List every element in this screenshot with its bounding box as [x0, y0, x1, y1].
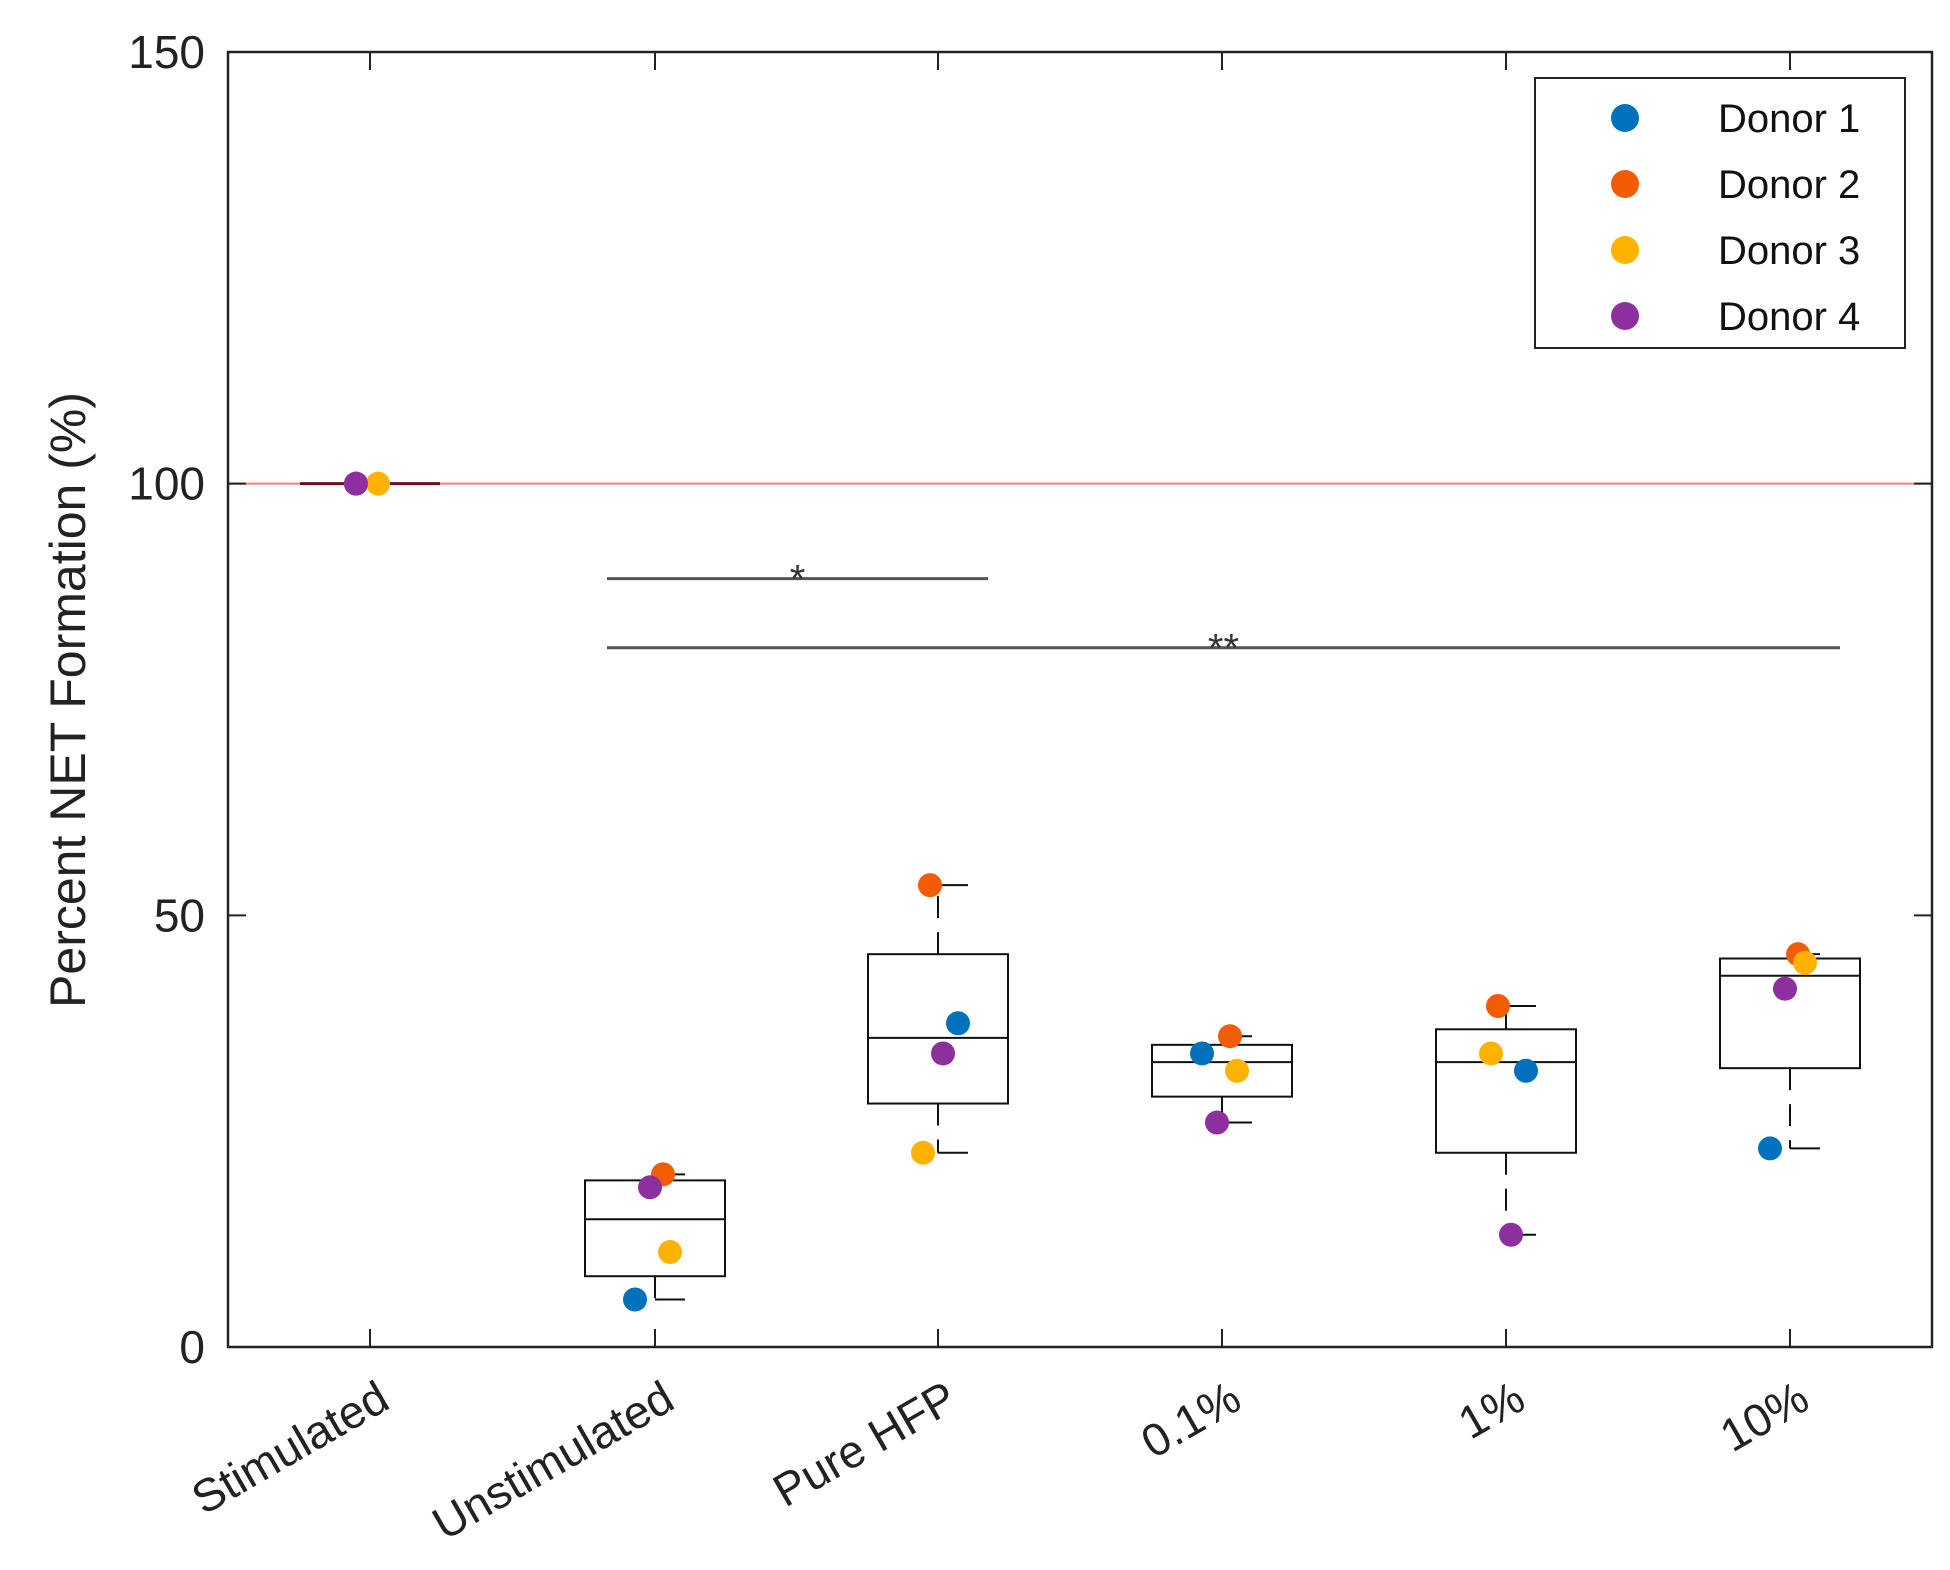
point-donor-1-0-1: [1190, 1041, 1214, 1066]
legend-label-donor-2: Donor 2: [1718, 163, 1860, 207]
point-donor-2-1: [1486, 993, 1510, 1018]
x-tick-label-1: 1%: [1449, 1371, 1533, 1449]
point-donor-4-10: [1773, 976, 1797, 1001]
y-tick-label: 150: [128, 26, 205, 78]
legend-marker-donor-3: [1611, 236, 1639, 264]
legend-marker-donor-1: [1611, 104, 1639, 132]
legend: Donor 1 Donor 2 Donor 3 Donor 4: [1534, 77, 1906, 349]
y-tick-label: 0: [179, 1321, 205, 1373]
point-donor-2-0-1: [1218, 1024, 1242, 1049]
point-donor-4-unstimulated: [638, 1175, 662, 1200]
significance-label: *: [790, 558, 806, 602]
point-donor-3-pure-hfp: [911, 1140, 935, 1165]
legend-box: [1534, 77, 1906, 349]
point-donor-1-unstimulated: [623, 1287, 647, 1312]
point-donor-3-0-1: [1225, 1058, 1249, 1083]
point-donor-2-pure-hfp: [918, 873, 942, 898]
legend-label-donor-1: Donor 1: [1718, 97, 1860, 141]
point-donor-3-1: [1479, 1041, 1503, 1066]
legend-label-donor-3: Donor 3: [1718, 229, 1860, 273]
point-donor-4-1: [1499, 1222, 1523, 1247]
y-tick-label: 100: [128, 458, 205, 510]
legend-marker-donor-2: [1611, 170, 1639, 198]
points-layer: [344, 471, 1817, 1312]
point-donor-1-1: [1514, 1058, 1538, 1083]
significance-bar-unstimulated-pure-hfp: *: [607, 558, 988, 602]
point-donor-4-pure-hfp: [931, 1041, 955, 1066]
box-pure-hfp: [867, 884, 1009, 1154]
significance-label: **: [1208, 627, 1239, 671]
box-0-1: [1151, 1035, 1293, 1124]
x-tick-label-0-1: 0.1%: [1132, 1371, 1249, 1468]
significance-bar-unstimulated-10: **: [607, 627, 1840, 671]
point-donor-3-10: [1793, 950, 1817, 975]
x-tick-label-pure-hfp: Pure HFP: [764, 1371, 965, 1517]
x-tick-label-stimulated: Stimulated: [183, 1371, 397, 1525]
box-body: [1435, 1028, 1577, 1154]
box-1: [1435, 1004, 1577, 1236]
legend-marker-donor-4: [1611, 302, 1639, 330]
significance-layer: ***: [607, 558, 1840, 671]
box-body: [1151, 1043, 1293, 1098]
boxes-layer: [300, 482, 1861, 1301]
plot-frame: [226, 50, 1934, 1349]
x-tick-label-unstimulated: Unstimulated: [424, 1371, 682, 1550]
point-donor-1-pure-hfp: [946, 1011, 970, 1036]
y-tick-label: 50: [154, 889, 205, 941]
point-donor-4-stimulated: [344, 471, 368, 496]
point-donor-4-0-1: [1205, 1110, 1229, 1135]
legend-label-donor-4: Donor 4: [1718, 295, 1860, 339]
y-axis-label: Percent NET Formation (%): [40, 392, 96, 1008]
x-tick-label-10: 10%: [1711, 1371, 1817, 1462]
point-donor-3-stimulated: [366, 471, 390, 496]
point-donor-1-10: [1758, 1136, 1782, 1161]
point-donor-3-unstimulated: [658, 1240, 682, 1265]
box-body: [867, 953, 1009, 1105]
